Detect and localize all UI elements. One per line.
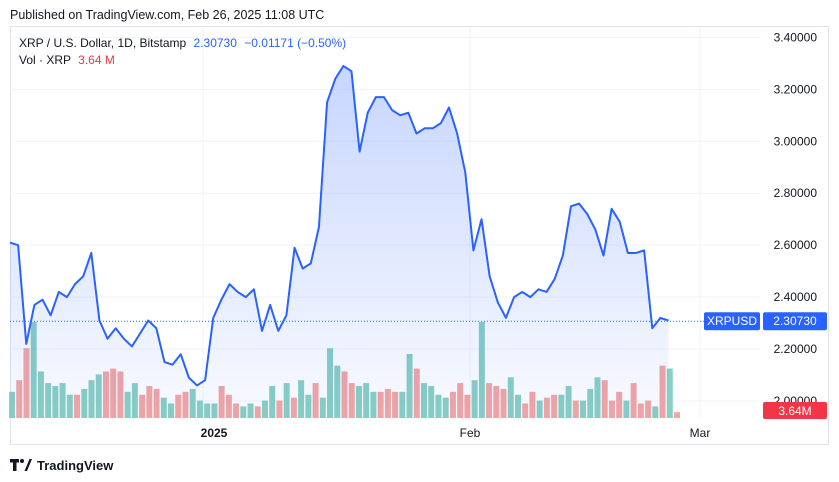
price-tags: XRPUSD 2.30730 3.64M [704,312,827,419]
volume-tag [763,402,827,419]
price-tag-value: 2.30730 [773,314,817,328]
volume-bar [674,412,680,418]
symbol-tag [704,312,760,331]
legend-volume-row: Vol · XRP 3.64 M [19,52,346,69]
y-tick-label: 2.40000 [774,290,818,304]
y-tick-label: 3.20000 [774,82,818,96]
legend-symbol[interactable]: XRP / U.S. Dollar, 1D, Bitstamp [19,36,187,50]
volume-tag-value: 3.64M [778,404,811,418]
symbol-tag-label: XRPUSD [707,314,757,328]
price-line [9,64,669,387]
x-tick-label: Feb [460,426,481,440]
y-tick-label: 2.60000 [774,238,818,252]
published-caption: Published on TradingView.com, Feb 26, 20… [10,8,325,22]
legend-volume-label[interactable]: Vol · XRP [19,53,71,67]
time-axis: 2025 Feb Mar [201,426,711,440]
price-axis: 3.40000 3.20000 3.00000 2.80000 2.60000 2.400… [774,30,818,408]
price-tag [763,312,827,331]
chart-frame [10,26,829,445]
legend-change: −0.01171 (−0.50%) [244,36,347,50]
legend-volume-value: 3.64 M [78,53,115,67]
y-tick-label: 2.20000 [774,342,818,356]
volume-bar [666,368,673,418]
y-tick-label: 3.00000 [774,134,818,148]
legend-price-row: XRP / U.S. Dollar, 1D, Bitstamp 2.30730 … [19,35,346,52]
legend-price: 2.30730 [193,36,237,50]
y-tick-label: 2.80000 [774,186,818,200]
price-area-fill [10,65,669,418]
footer: TradingView [10,456,113,474]
tradingview-logo-icon [10,459,32,471]
x-tick-label: 2025 [201,426,228,440]
x-tick-label: Mar [690,426,711,440]
chart-legend: XRP / U.S. Dollar, 1D, Bitstamp 2.30730 … [19,35,346,69]
footer-brand[interactable]: TradingView [37,457,114,473]
y-tick-label: 3.40000 [774,30,818,44]
